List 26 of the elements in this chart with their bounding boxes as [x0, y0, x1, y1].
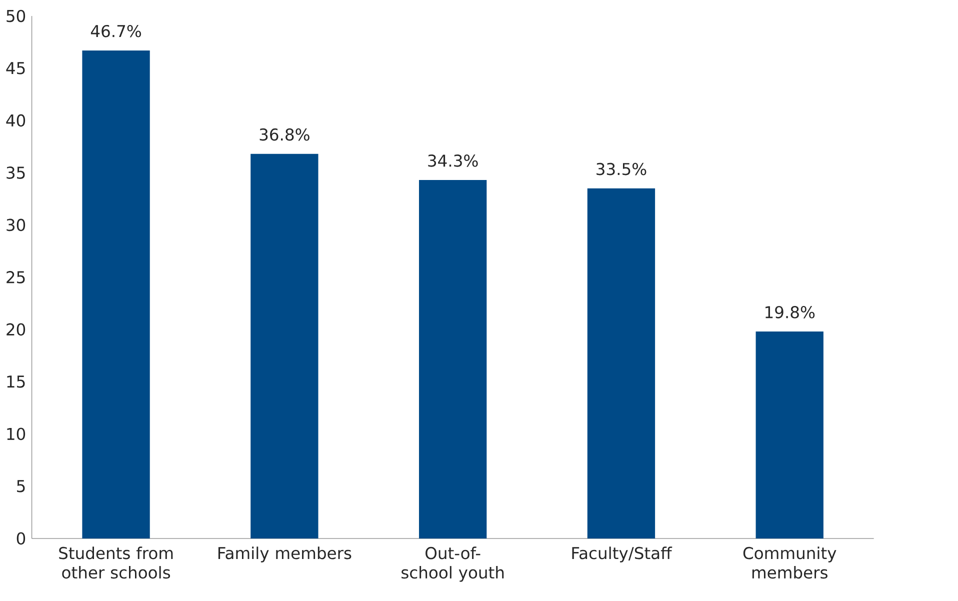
y-tick-label: 10 [7, 428, 26, 440]
x-tick-label: Students from other schools [59, 546, 173, 578]
bar [756, 331, 824, 538]
y-tick-label: 50 [6, 10, 26, 22]
y-tick-label: 15 [7, 375, 25, 388]
bar [418, 180, 487, 538]
x-tick-label: Community members [743, 546, 836, 578]
data-label: 46.7% [90, 24, 141, 38]
y-tick-label: 30 [6, 218, 26, 231]
y-tick-label: 5 [17, 480, 25, 492]
y-tick-label: 45 [6, 62, 25, 74]
x-tick-label: Out-of-school youth [402, 546, 504, 582]
y-tick-label: 25 [6, 270, 25, 284]
x-tick-label: Family members [218, 546, 352, 562]
bar [250, 154, 318, 538]
y-tick-label: 40 [6, 114, 26, 126]
y-tick-label: 0 [16, 532, 26, 544]
data-label: 36.8% [260, 128, 310, 141]
y-tick-label: 35 [6, 166, 25, 179]
data-label: 19.8% [766, 306, 815, 318]
bar [82, 50, 150, 538]
y-tick-label: 20 [6, 323, 26, 336]
data-label: 34.3% [428, 154, 478, 167]
data-label: 33.5% [596, 162, 646, 175]
x-tick-label: Faculty/Staff [572, 546, 672, 562]
bar [587, 188, 656, 538]
